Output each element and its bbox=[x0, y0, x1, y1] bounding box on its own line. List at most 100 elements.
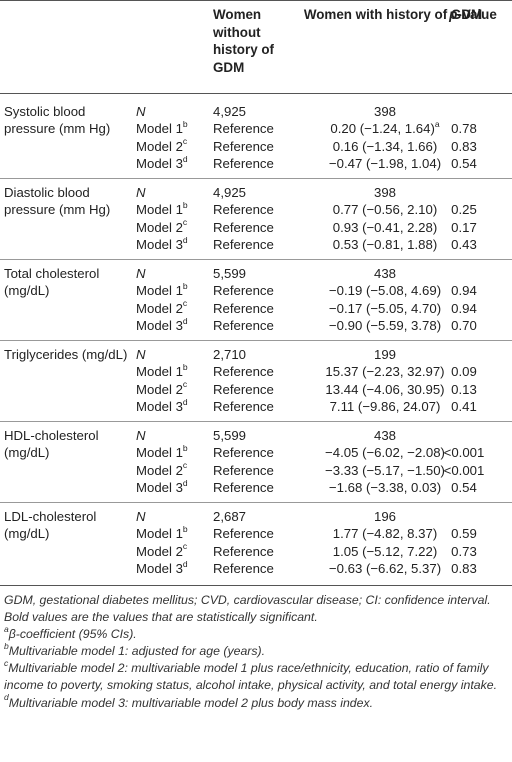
estimate-cell: 1.77 (−4.82, 8.37) bbox=[300, 525, 470, 542]
p-value-cell: 0.70 bbox=[451, 318, 477, 334]
estimate-value: −0.19 (−5.08, 4.69) bbox=[328, 283, 442, 299]
model-label: N bbox=[136, 103, 146, 120]
model-label: Model 1b bbox=[136, 201, 188, 218]
p-value-cell: 0.83 bbox=[451, 138, 477, 154]
footnote-marker: b bbox=[182, 119, 188, 129]
footnote-marker: c bbox=[182, 217, 188, 228]
footnote-text: Multivariable model 1: adjusted for age … bbox=[8, 644, 266, 659]
footnote-marker: c bbox=[182, 379, 188, 390]
model-name: Model 1 bbox=[136, 121, 183, 137]
estimate-value: −0.63 (−6.62, 5.37) bbox=[328, 561, 442, 577]
footnote-marker: a bbox=[4, 624, 9, 635]
model-label: Model 3d bbox=[136, 479, 188, 496]
estimate-cell: 0.93 (−0.41, 2.28) bbox=[300, 219, 470, 236]
model-label: Model 2c bbox=[136, 461, 187, 479]
footnote-marker: c bbox=[182, 541, 188, 552]
estimate-value: 199 bbox=[373, 347, 396, 362]
reference-cell: Reference bbox=[213, 462, 274, 478]
estimate-cell: −0.17 (−5.05, 4.70) bbox=[300, 300, 470, 317]
estimate-cell: 438 bbox=[300, 427, 470, 444]
footnote: Bold values are the values that are stat… bbox=[4, 609, 504, 626]
group-divider bbox=[0, 178, 512, 179]
p-value-cell: 0.09 bbox=[451, 364, 477, 380]
footnote-marker: d bbox=[182, 153, 188, 164]
reference-cell: Reference bbox=[213, 156, 274, 172]
outcome-label: Systolic blood pressure (mm Hg) bbox=[4, 104, 111, 137]
model-name: Model 3 bbox=[136, 399, 183, 415]
reference-cell: 5,599 bbox=[213, 266, 247, 281]
estimate-value: −0.90 (−5.59, 3.78) bbox=[328, 318, 442, 334]
model-label: Model 2c bbox=[136, 137, 187, 155]
group-divider bbox=[0, 421, 512, 422]
model-label: Model 3d bbox=[136, 398, 188, 415]
model-name: Model 3 bbox=[136, 156, 183, 172]
model-name: Model 1 bbox=[136, 526, 183, 542]
model-label: N bbox=[136, 346, 146, 363]
estimate-value: 1.05 (−5.12, 7.22) bbox=[332, 543, 438, 559]
model-name: N bbox=[136, 104, 146, 119]
model-name: Model 2 bbox=[136, 381, 183, 397]
p-value-cell: 0.17 bbox=[451, 219, 477, 235]
outcome-label: Diastolic blood pressure (mm Hg) bbox=[4, 185, 111, 218]
estimate-value: −0.47 (−1.98, 1.04) bbox=[328, 156, 442, 172]
estimate-value: 7.11 (−9.86, 24.07) bbox=[329, 399, 441, 415]
estimate-cell: 196 bbox=[300, 508, 470, 525]
estimate-cell: 438 bbox=[300, 265, 470, 282]
estimate-cell: 398 bbox=[300, 103, 470, 120]
estimate-cell: 13.44 (−4.06, 30.95) bbox=[300, 381, 470, 398]
estimate-cell: −0.19 (−5.08, 4.69) bbox=[300, 282, 470, 299]
footnote-marker: d bbox=[182, 477, 188, 488]
model-label: Model 1b bbox=[136, 363, 188, 380]
estimate-value: 438 bbox=[373, 428, 396, 443]
p-value-cell: 0.54 bbox=[451, 480, 477, 496]
model-name: Model 2 bbox=[136, 543, 183, 559]
header-with-gdm: Women with history of GDM bbox=[303, 7, 483, 22]
model-name: Model 2 bbox=[136, 462, 183, 478]
p-value-cell: 0.94 bbox=[451, 300, 477, 316]
reference-cell: Reference bbox=[213, 138, 274, 154]
estimate-value: −1.68 (−3.38, 0.03) bbox=[328, 480, 442, 496]
estimate-value: −4.05 (−6.02, −2.08) bbox=[325, 445, 445, 461]
reference-cell: Reference bbox=[213, 202, 274, 218]
estimate-cell: 7.11 (−9.86, 24.07) bbox=[300, 398, 470, 415]
group-divider bbox=[0, 502, 512, 503]
reference-cell: Reference bbox=[213, 121, 274, 137]
footnote-text: β-coefficient (95% CIs). bbox=[8, 627, 137, 642]
reference-cell: Reference bbox=[213, 300, 274, 316]
estimate-cell: −1.68 (−3.38, 0.03) bbox=[300, 479, 470, 496]
estimate-value: −0.17 (−5.05, 4.70) bbox=[328, 300, 442, 316]
group-divider bbox=[0, 259, 512, 260]
table-bottom-rule bbox=[0, 585, 512, 586]
model-name: Model 1 bbox=[136, 445, 183, 461]
model-label: Model 3d bbox=[136, 560, 188, 577]
footnote: GDM, gestational diabetes mellitus; CVD,… bbox=[4, 592, 504, 609]
footnote-marker: b bbox=[182, 200, 188, 210]
estimate-value: 1.77 (−4.82, 8.37) bbox=[332, 526, 438, 542]
p-value-cell: 0.41 bbox=[451, 399, 477, 415]
p-value-cell: <0.001 bbox=[443, 445, 485, 461]
estimate-cell: −0.47 (−1.98, 1.04) bbox=[300, 155, 470, 172]
footnote-marker: c bbox=[4, 658, 9, 669]
reference-cell: Reference bbox=[213, 543, 274, 559]
estimate-cell: 0.16 (−1.34, 1.66) bbox=[300, 138, 470, 155]
estimate-value: 0.53 (−0.81, 1.88) bbox=[332, 237, 438, 253]
estimate-value: 0.77 (−0.56, 2.10) bbox=[332, 202, 438, 218]
estimate-value: 398 bbox=[373, 185, 396, 200]
footnote-marker: d bbox=[182, 234, 188, 245]
model-label: Model 1b bbox=[136, 120, 188, 137]
reference-cell: Reference bbox=[213, 318, 274, 334]
footnote-marker: c bbox=[182, 298, 188, 309]
p-value-cell: 0.59 bbox=[451, 526, 477, 542]
reference-cell: 5,599 bbox=[213, 428, 247, 443]
model-label: N bbox=[136, 427, 146, 444]
estimate-cell: −0.63 (−6.62, 5.37) bbox=[300, 560, 470, 577]
outcome-label: Triglycerides (mg/dL) bbox=[4, 347, 128, 362]
header-rule bbox=[0, 93, 512, 94]
estimate-value: 0.20 (−1.24, 1.64) bbox=[330, 121, 435, 137]
model-name: Model 2 bbox=[136, 300, 183, 316]
estimate-value: −3.33 (−5.17, −1.50) bbox=[325, 462, 445, 478]
footnote: bMultivariable model 1: adjusted for age… bbox=[4, 642, 504, 660]
model-label: N bbox=[136, 265, 146, 282]
model-name: N bbox=[136, 509, 146, 524]
footnote-marker: d bbox=[182, 315, 188, 326]
